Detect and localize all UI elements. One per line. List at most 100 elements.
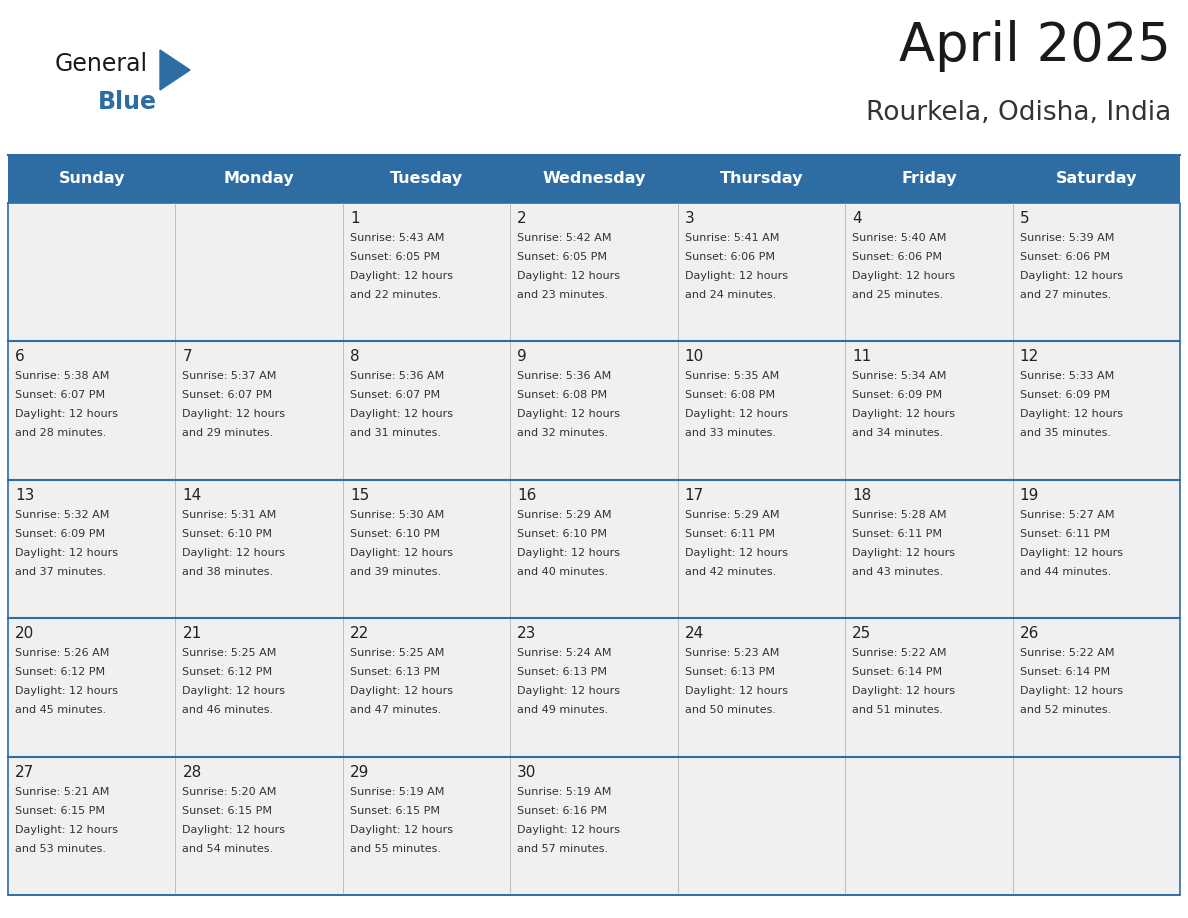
Text: Daylight: 12 hours: Daylight: 12 hours bbox=[349, 271, 453, 281]
Text: Daylight: 12 hours: Daylight: 12 hours bbox=[684, 409, 788, 420]
Text: and 43 minutes.: and 43 minutes. bbox=[852, 566, 943, 577]
Text: 10: 10 bbox=[684, 350, 704, 364]
Text: 20: 20 bbox=[15, 626, 34, 641]
Text: 23: 23 bbox=[517, 626, 537, 641]
Text: Sunrise: 5:26 AM: Sunrise: 5:26 AM bbox=[15, 648, 109, 658]
Text: 22: 22 bbox=[349, 626, 369, 641]
Text: 30: 30 bbox=[517, 765, 537, 779]
Text: and 25 minutes.: and 25 minutes. bbox=[852, 290, 943, 300]
Text: 3: 3 bbox=[684, 211, 695, 226]
Text: Sunrise: 5:19 AM: Sunrise: 5:19 AM bbox=[349, 787, 444, 797]
Text: Sunset: 6:05 PM: Sunset: 6:05 PM bbox=[517, 252, 607, 262]
Text: Sunrise: 5:40 AM: Sunrise: 5:40 AM bbox=[852, 233, 947, 243]
Text: and 52 minutes.: and 52 minutes. bbox=[1019, 705, 1111, 715]
Text: Daylight: 12 hours: Daylight: 12 hours bbox=[183, 686, 285, 696]
Text: Sunset: 6:07 PM: Sunset: 6:07 PM bbox=[183, 390, 272, 400]
Text: Daylight: 12 hours: Daylight: 12 hours bbox=[1019, 686, 1123, 696]
Text: Daylight: 12 hours: Daylight: 12 hours bbox=[15, 548, 118, 558]
Text: Tuesday: Tuesday bbox=[390, 172, 463, 186]
Text: and 49 minutes.: and 49 minutes. bbox=[517, 705, 608, 715]
Text: Daylight: 12 hours: Daylight: 12 hours bbox=[517, 409, 620, 420]
Text: Daylight: 12 hours: Daylight: 12 hours bbox=[15, 686, 118, 696]
Text: Sunrise: 5:31 AM: Sunrise: 5:31 AM bbox=[183, 509, 277, 520]
Text: Sunrise: 5:24 AM: Sunrise: 5:24 AM bbox=[517, 648, 612, 658]
Text: and 32 minutes.: and 32 minutes. bbox=[517, 429, 608, 439]
Text: and 50 minutes.: and 50 minutes. bbox=[684, 705, 776, 715]
Text: Sunrise: 5:43 AM: Sunrise: 5:43 AM bbox=[349, 233, 444, 243]
Text: Daylight: 12 hours: Daylight: 12 hours bbox=[349, 686, 453, 696]
Text: and 27 minutes.: and 27 minutes. bbox=[1019, 290, 1111, 300]
Text: Daylight: 12 hours: Daylight: 12 hours bbox=[517, 686, 620, 696]
Text: Rourkela, Odisha, India: Rourkela, Odisha, India bbox=[866, 100, 1171, 126]
Text: Sunday: Sunday bbox=[58, 172, 125, 186]
Text: 13: 13 bbox=[15, 487, 34, 503]
Text: Sunset: 6:12 PM: Sunset: 6:12 PM bbox=[183, 667, 272, 677]
Text: 17: 17 bbox=[684, 487, 704, 503]
Text: Sunrise: 5:29 AM: Sunrise: 5:29 AM bbox=[517, 509, 612, 520]
Text: Sunrise: 5:36 AM: Sunrise: 5:36 AM bbox=[349, 372, 444, 381]
Text: and 23 minutes.: and 23 minutes. bbox=[517, 290, 608, 300]
Text: 7: 7 bbox=[183, 350, 192, 364]
Text: 12: 12 bbox=[1019, 350, 1038, 364]
Text: Sunset: 6:15 PM: Sunset: 6:15 PM bbox=[349, 806, 440, 815]
Text: 9: 9 bbox=[517, 350, 527, 364]
Text: Sunset: 6:13 PM: Sunset: 6:13 PM bbox=[349, 667, 440, 677]
Text: Sunset: 6:15 PM: Sunset: 6:15 PM bbox=[183, 806, 272, 815]
Text: 15: 15 bbox=[349, 487, 369, 503]
Text: Sunrise: 5:35 AM: Sunrise: 5:35 AM bbox=[684, 372, 779, 381]
Text: Sunrise: 5:19 AM: Sunrise: 5:19 AM bbox=[517, 787, 612, 797]
Text: Sunrise: 5:29 AM: Sunrise: 5:29 AM bbox=[684, 509, 779, 520]
Text: 18: 18 bbox=[852, 487, 871, 503]
Text: Thursday: Thursday bbox=[720, 172, 803, 186]
Text: Sunset: 6:05 PM: Sunset: 6:05 PM bbox=[349, 252, 440, 262]
Text: Saturday: Saturday bbox=[1055, 172, 1137, 186]
Text: 14: 14 bbox=[183, 487, 202, 503]
Text: and 46 minutes.: and 46 minutes. bbox=[183, 705, 273, 715]
Text: Daylight: 12 hours: Daylight: 12 hours bbox=[349, 548, 453, 558]
Text: Sunset: 6:11 PM: Sunset: 6:11 PM bbox=[852, 529, 942, 539]
Text: Daylight: 12 hours: Daylight: 12 hours bbox=[349, 824, 453, 834]
Text: Daylight: 12 hours: Daylight: 12 hours bbox=[517, 824, 620, 834]
Text: Daylight: 12 hours: Daylight: 12 hours bbox=[517, 271, 620, 281]
Text: Sunset: 6:14 PM: Sunset: 6:14 PM bbox=[852, 667, 942, 677]
Text: Sunset: 6:13 PM: Sunset: 6:13 PM bbox=[684, 667, 775, 677]
Text: Sunrise: 5:20 AM: Sunrise: 5:20 AM bbox=[183, 787, 277, 797]
Text: and 33 minutes.: and 33 minutes. bbox=[684, 429, 776, 439]
Text: Sunset: 6:08 PM: Sunset: 6:08 PM bbox=[517, 390, 607, 400]
Text: Sunrise: 5:41 AM: Sunrise: 5:41 AM bbox=[684, 233, 779, 243]
Text: Sunrise: 5:25 AM: Sunrise: 5:25 AM bbox=[183, 648, 277, 658]
Text: Daylight: 12 hours: Daylight: 12 hours bbox=[684, 548, 788, 558]
Text: 4: 4 bbox=[852, 211, 861, 226]
Text: 11: 11 bbox=[852, 350, 871, 364]
Text: Daylight: 12 hours: Daylight: 12 hours bbox=[183, 548, 285, 558]
Text: Sunset: 6:11 PM: Sunset: 6:11 PM bbox=[1019, 529, 1110, 539]
Text: 5: 5 bbox=[1019, 211, 1029, 226]
Text: and 29 minutes.: and 29 minutes. bbox=[183, 429, 273, 439]
Text: and 28 minutes.: and 28 minutes. bbox=[15, 429, 106, 439]
Text: Daylight: 12 hours: Daylight: 12 hours bbox=[183, 824, 285, 834]
Text: Sunrise: 5:34 AM: Sunrise: 5:34 AM bbox=[852, 372, 947, 381]
Text: Sunrise: 5:25 AM: Sunrise: 5:25 AM bbox=[349, 648, 444, 658]
Text: 24: 24 bbox=[684, 626, 704, 641]
Text: and 53 minutes.: and 53 minutes. bbox=[15, 844, 106, 854]
Text: and 42 minutes.: and 42 minutes. bbox=[684, 566, 776, 577]
Text: Sunset: 6:09 PM: Sunset: 6:09 PM bbox=[15, 529, 105, 539]
Text: and 40 minutes.: and 40 minutes. bbox=[517, 566, 608, 577]
Text: Sunset: 6:07 PM: Sunset: 6:07 PM bbox=[349, 390, 440, 400]
Text: and 39 minutes.: and 39 minutes. bbox=[349, 566, 441, 577]
Text: Daylight: 12 hours: Daylight: 12 hours bbox=[183, 409, 285, 420]
Text: 26: 26 bbox=[1019, 626, 1040, 641]
Text: Sunrise: 5:42 AM: Sunrise: 5:42 AM bbox=[517, 233, 612, 243]
Text: Daylight: 12 hours: Daylight: 12 hours bbox=[349, 409, 453, 420]
Text: Sunset: 6:12 PM: Sunset: 6:12 PM bbox=[15, 667, 105, 677]
Text: Sunset: 6:16 PM: Sunset: 6:16 PM bbox=[517, 806, 607, 815]
Text: Sunrise: 5:22 AM: Sunrise: 5:22 AM bbox=[1019, 648, 1114, 658]
Text: Sunrise: 5:37 AM: Sunrise: 5:37 AM bbox=[183, 372, 277, 381]
Text: Daylight: 12 hours: Daylight: 12 hours bbox=[684, 271, 788, 281]
Text: and 51 minutes.: and 51 minutes. bbox=[852, 705, 943, 715]
Text: Friday: Friday bbox=[901, 172, 956, 186]
Text: Sunrise: 5:23 AM: Sunrise: 5:23 AM bbox=[684, 648, 779, 658]
Text: Daylight: 12 hours: Daylight: 12 hours bbox=[852, 409, 955, 420]
Text: and 45 minutes.: and 45 minutes. bbox=[15, 705, 106, 715]
Text: and 57 minutes.: and 57 minutes. bbox=[517, 844, 608, 854]
